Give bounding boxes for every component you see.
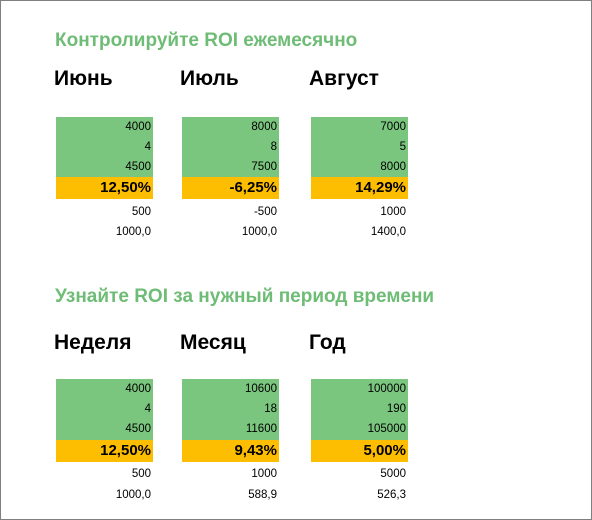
extra-value-cell[interactable]: 588,9 [248,489,277,501]
roi-result-cell[interactable]: 12,50% [56,440,153,462]
roi-result-cell[interactable]: 9,43% [182,440,279,462]
period-label: Год [309,331,346,354]
extra-value-cell[interactable]: 1000,0 [115,489,151,501]
input-cell-revenue[interactable]: 8000 [380,161,406,173]
input-cell-revenue[interactable]: 7500 [251,161,277,173]
input-cell-cost[interactable]: 8000 [251,121,277,133]
section-title-monthly: Контролируйте ROI ежемесячно [55,30,358,51]
extra-value-cell[interactable]: 1400,0 [370,226,406,238]
roi-result-cell[interactable]: 14,29% [311,177,408,199]
input-cell-count[interactable]: 4 [144,141,151,153]
extra-value-cell[interactable]: 526,3 [377,489,406,501]
input-cell-cost[interactable]: 7000 [380,121,406,133]
period-label: Неделя [54,331,132,354]
input-cell-cost[interactable]: 100000 [367,383,406,395]
extra-value-cell[interactable]: 1000,0 [241,226,277,238]
profit-cell[interactable]: 1000 [380,206,406,218]
profit-cell[interactable]: -500 [253,206,277,218]
input-cell-revenue[interactable]: 4500 [125,161,151,173]
roi-result-cell[interactable]: 5,00% [311,440,408,462]
input-cell-revenue[interactable]: 11600 [245,423,277,435]
input-cell-count[interactable]: 18 [264,403,277,415]
extra-value-cell[interactable]: 1000,0 [115,226,151,238]
period-label: Август [309,67,379,90]
input-cell-cost[interactable]: 10600 [245,383,277,395]
input-cell-count[interactable]: 4 [144,403,151,415]
roi-result-cell[interactable]: 12,50% [56,177,153,199]
input-cell-revenue[interactable]: 4500 [125,423,151,435]
section-title-period: Узнайте ROI за нужный период времени [55,286,435,307]
inputs-block [56,379,153,440]
input-cell-cost[interactable]: 4000 [125,383,151,395]
input-cell-revenue[interactable]: 105000 [367,423,406,435]
inputs-block [182,379,279,440]
inputs-block [311,379,408,440]
profit-cell[interactable]: 500 [131,206,151,218]
period-label: Июль [180,67,239,90]
input-cell-count[interactable]: 190 [386,403,406,415]
inputs-block [311,117,408,177]
inputs-block [182,117,279,177]
profit-cell[interactable]: 500 [131,468,151,480]
inputs-block [56,117,153,177]
input-cell-count[interactable]: 8 [270,141,277,153]
period-label: Июнь [54,67,113,90]
period-label: Месяц [180,331,246,354]
profit-cell[interactable]: 5000 [380,468,406,480]
input-cell-cost[interactable]: 4000 [125,121,151,133]
roi-result-cell[interactable]: -6,25% [182,177,279,199]
input-cell-count[interactable]: 5 [399,141,406,153]
profit-cell[interactable]: 1000 [251,468,277,480]
